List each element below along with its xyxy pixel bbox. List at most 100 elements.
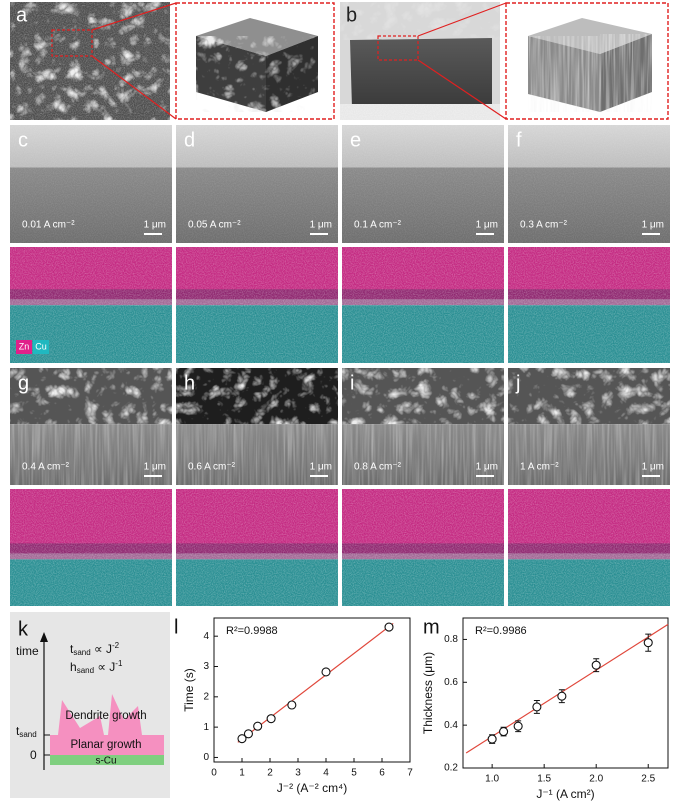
eds-noise [342, 489, 504, 606]
data-point [266, 714, 276, 724]
y-axis-title: Time (s) [182, 668, 196, 712]
zoom-line [91, 2, 177, 31]
sem-texture [176, 368, 338, 425]
y-tick-label: 3 [203, 661, 209, 672]
scale-label: 1 μm [476, 220, 498, 231]
data-point [557, 691, 567, 701]
y-tick-label: 0.2 [444, 763, 458, 774]
substrate-layer [50, 755, 164, 765]
data-point [321, 667, 331, 677]
panel-label: e [350, 129, 361, 151]
sem-noise [508, 125, 670, 243]
sem-noise [10, 2, 170, 120]
y-tick-label: 0.6 [444, 677, 458, 688]
current-density: 0.3 A cm⁻² [520, 220, 568, 231]
data-point [384, 622, 394, 632]
sem-texture [10, 368, 172, 425]
panel-label: g [18, 372, 29, 394]
x-tick-label: 6 [379, 768, 385, 779]
eds-noise [176, 247, 338, 363]
current-density: 0.8 A cm⁻² [354, 462, 402, 473]
eds-noise [508, 247, 670, 363]
plot-frame [213, 617, 411, 763]
fit-line [237, 622, 394, 743]
zoom-line [417, 2, 507, 37]
block-top [196, 18, 318, 56]
sem-noise [10, 125, 172, 243]
zero-label: 0 [30, 748, 37, 762]
x-tick-label: 1.0 [485, 774, 499, 785]
sem-streaks [10, 424, 172, 485]
data-point [237, 734, 247, 744]
x-axis-title: J⁻² (A⁻² cm⁴) [277, 781, 347, 795]
panel-label: c [18, 129, 28, 151]
data-point [532, 702, 542, 712]
panel-b [340, 2, 669, 120]
x-tick-label: 2 [267, 768, 273, 779]
current-density: 0.4 A cm⁻² [22, 462, 70, 473]
current-density: 0.05 A cm⁻² [188, 220, 241, 231]
sem-texture [342, 368, 504, 425]
data-point [643, 638, 653, 648]
y-tick-label: 2 [203, 691, 209, 702]
legend-label: Zn [19, 341, 30, 351]
block-texture [528, 36, 600, 112]
current-density: 0.01 A cm⁻² [22, 220, 75, 231]
sem-noise [340, 104, 500, 120]
legend-label: Cu [35, 341, 47, 351]
planar-label: Planar growth [71, 739, 142, 751]
y-tick-label: 4 [203, 631, 209, 642]
scale-label: 1 μm [642, 220, 664, 231]
x-tick-label: 2.5 [641, 774, 655, 785]
sem-streaks [508, 424, 670, 485]
panel-label: b [346, 4, 357, 26]
t-sand-label: tsand [16, 724, 37, 739]
dendrite-label: Dendrite growth [65, 710, 146, 722]
data-point [287, 700, 297, 710]
eds-noise [10, 489, 172, 606]
annotation: R²=0.9988 [226, 625, 278, 637]
eds-noise [176, 489, 338, 606]
block-texture [600, 34, 652, 112]
sem-texture [340, 2, 500, 40]
relation: tsand ∝ J-2 [70, 641, 120, 657]
annotation: R²=0.9986 [475, 625, 527, 637]
y-tick-label: 0.8 [444, 634, 458, 645]
panel-a [10, 2, 335, 120]
scale-label: 1 μm [310, 462, 332, 473]
planar-layer [50, 735, 164, 755]
fit-line [465, 623, 669, 754]
charts: l 0 1 2 3 4 5 6 7 0 1 2 3 4 J⁻² (A⁻² cm⁴) Time (s) R²=0.… [174, 616, 669, 801]
current-density: 0.1 A cm⁻² [354, 220, 402, 231]
panel-label: d [184, 129, 195, 151]
scale-label: 1 μm [642, 462, 664, 473]
x-tick-label: 3 [295, 768, 301, 779]
data-point [499, 727, 509, 737]
eds-noise [508, 489, 670, 606]
sem-noise [342, 125, 504, 243]
x-tick-label: 7 [407, 768, 413, 779]
sem-texture [508, 368, 670, 425]
eds-noise [342, 247, 504, 363]
panel-label: i [350, 372, 354, 394]
block-top [528, 18, 652, 54]
substrate-label: s-Cu [95, 756, 116, 767]
zoom-line [91, 55, 177, 120]
zoom-region [377, 35, 419, 61]
panel-label: k [18, 618, 29, 640]
x-tick-label: 4 [323, 768, 329, 779]
y-axis-title: Thickness (μm) [421, 652, 435, 734]
legend-swatch [16, 340, 32, 354]
block-texture [266, 36, 318, 112]
current-density: 1 A cm⁻² [520, 462, 559, 473]
panel-label: a [16, 4, 28, 26]
sem-streaks [342, 424, 504, 485]
scale-label: 1 μm [144, 220, 166, 231]
x-tick-label: 1.5 [537, 774, 551, 785]
x-tick-label: 1 [239, 768, 245, 779]
panel-label: h [184, 372, 195, 394]
plot-frame [462, 617, 669, 769]
data-point [591, 660, 601, 670]
x-tick-label: 0 [211, 768, 217, 779]
current-density: 0.6 A cm⁻² [188, 462, 236, 473]
